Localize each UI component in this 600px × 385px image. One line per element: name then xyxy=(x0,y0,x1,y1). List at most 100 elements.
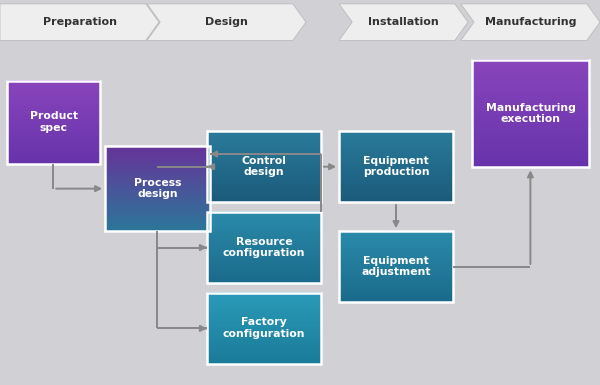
Bar xyxy=(339,175,453,177)
Bar xyxy=(207,139,321,142)
Bar xyxy=(472,59,589,62)
Bar xyxy=(207,266,321,269)
Bar xyxy=(339,282,453,285)
Bar xyxy=(207,198,321,200)
Bar xyxy=(472,73,589,76)
Bar xyxy=(105,169,210,172)
Bar xyxy=(339,254,453,256)
Bar xyxy=(207,132,321,134)
Polygon shape xyxy=(339,4,468,40)
Bar xyxy=(207,272,321,274)
Bar xyxy=(339,271,453,274)
Bar xyxy=(105,159,210,161)
Bar xyxy=(7,101,100,104)
Bar xyxy=(207,300,321,301)
Text: Manufacturing: Manufacturing xyxy=(485,17,576,27)
Bar xyxy=(207,249,321,251)
Bar xyxy=(339,156,453,157)
Text: Manufacturing
execution: Manufacturing execution xyxy=(486,103,575,124)
Bar xyxy=(7,136,100,139)
Bar xyxy=(472,94,589,97)
Bar xyxy=(207,276,321,278)
Bar xyxy=(207,335,321,337)
Bar xyxy=(339,170,453,172)
Text: Control
design: Control design xyxy=(242,156,286,177)
Bar xyxy=(207,303,321,305)
Bar xyxy=(207,312,321,314)
Bar xyxy=(7,139,100,141)
Bar xyxy=(339,281,453,283)
Bar xyxy=(472,162,589,165)
Bar xyxy=(207,360,321,362)
Bar xyxy=(207,189,321,191)
Bar xyxy=(207,337,321,339)
Bar xyxy=(207,319,321,321)
Bar xyxy=(207,353,321,355)
Bar xyxy=(207,154,321,156)
Text: Resource
configuration: Resource configuration xyxy=(223,236,305,258)
Bar xyxy=(207,270,321,272)
Bar xyxy=(472,140,589,143)
Bar xyxy=(105,216,210,218)
Bar xyxy=(207,279,321,281)
Bar xyxy=(207,281,321,283)
Bar xyxy=(207,277,321,280)
Text: Equipment
production: Equipment production xyxy=(362,156,430,177)
Bar xyxy=(339,256,453,258)
Bar xyxy=(7,153,100,156)
Bar xyxy=(105,180,210,182)
Bar xyxy=(207,346,321,348)
Bar xyxy=(472,75,589,79)
Bar xyxy=(207,362,321,364)
Bar xyxy=(207,317,321,319)
Bar xyxy=(472,110,589,114)
Bar xyxy=(207,263,321,265)
Bar xyxy=(207,150,321,152)
Bar xyxy=(7,151,100,153)
Bar xyxy=(7,149,100,151)
Bar xyxy=(207,306,321,309)
Bar xyxy=(339,277,453,279)
Bar xyxy=(105,165,210,167)
Bar xyxy=(472,100,589,103)
Bar xyxy=(105,205,210,208)
Bar xyxy=(207,331,321,333)
Bar xyxy=(472,70,589,73)
Bar xyxy=(472,135,589,138)
Bar xyxy=(472,92,589,95)
Bar xyxy=(7,128,100,131)
Bar xyxy=(7,132,100,135)
Text: Product
spec: Product spec xyxy=(29,111,77,133)
Bar xyxy=(207,147,321,149)
Bar xyxy=(472,124,589,127)
Bar xyxy=(207,258,321,260)
Bar xyxy=(105,209,210,212)
Bar xyxy=(207,358,321,360)
Bar xyxy=(339,245,453,247)
Bar xyxy=(7,99,100,102)
Bar xyxy=(472,154,589,157)
Bar xyxy=(207,224,321,226)
Bar xyxy=(7,141,100,143)
Bar xyxy=(339,138,453,140)
Bar xyxy=(339,164,453,167)
Bar xyxy=(339,200,453,202)
Bar xyxy=(339,182,453,184)
Bar xyxy=(105,171,210,174)
Bar xyxy=(207,211,321,214)
Bar xyxy=(7,103,100,106)
Bar xyxy=(105,178,210,180)
Bar xyxy=(339,264,453,267)
Bar xyxy=(339,150,453,152)
Bar xyxy=(7,87,100,89)
Bar xyxy=(339,298,453,300)
Bar xyxy=(7,124,100,126)
Bar xyxy=(339,290,453,291)
Bar xyxy=(207,245,321,248)
Bar xyxy=(7,82,100,85)
Bar xyxy=(339,168,453,170)
Bar xyxy=(207,138,321,140)
Bar xyxy=(105,199,210,201)
Bar xyxy=(207,131,321,133)
Bar xyxy=(339,234,453,236)
